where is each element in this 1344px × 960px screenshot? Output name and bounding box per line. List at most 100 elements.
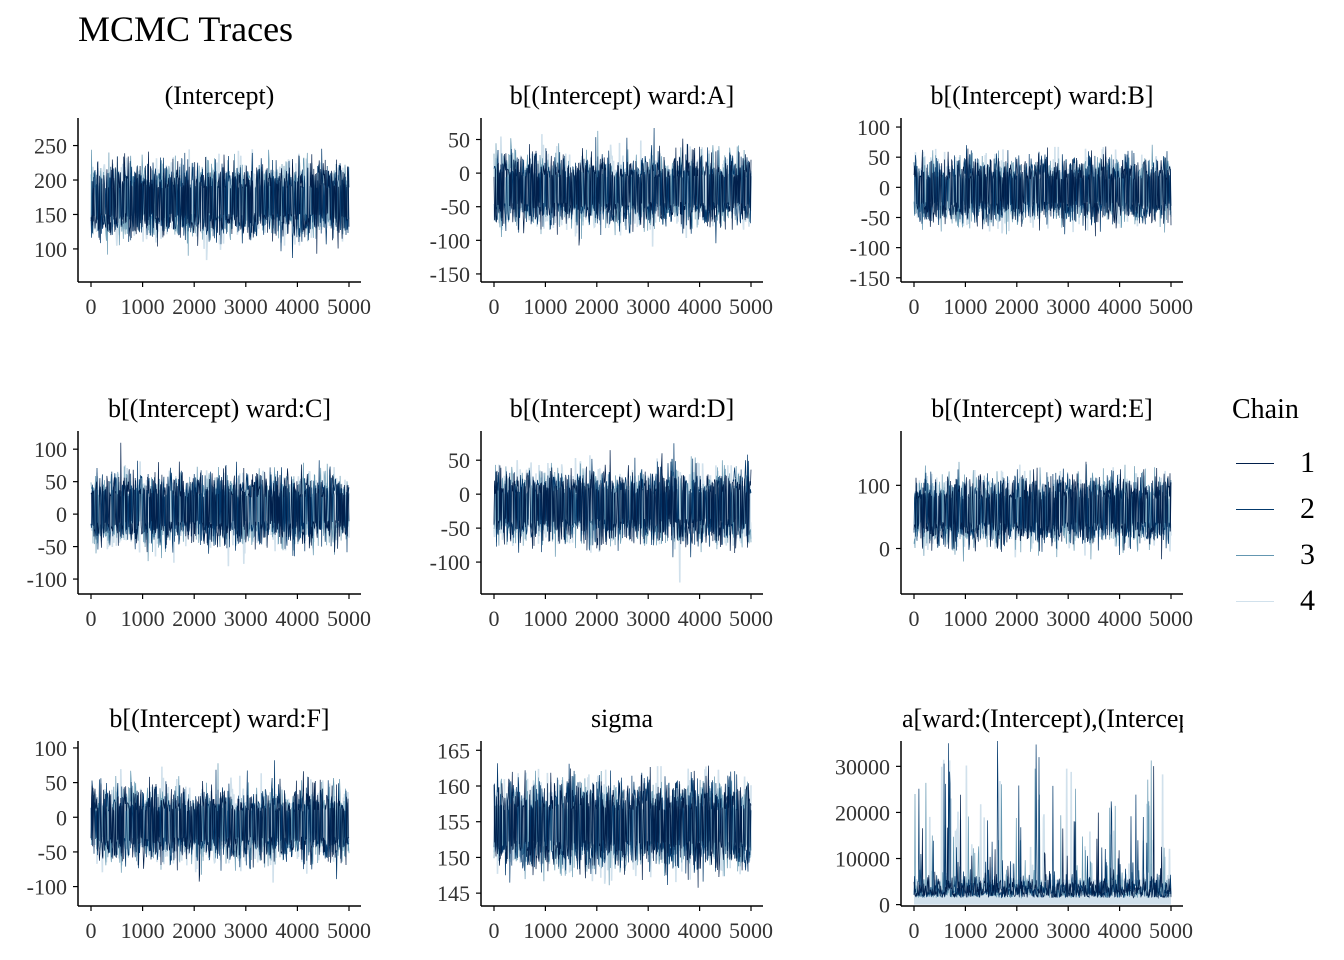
x-tick-label: 5000 [729,606,773,631]
legend-swatch-4 [1236,600,1274,602]
x-tick-label: 3000 [224,606,268,631]
legend-item-2: 2 [1228,486,1315,532]
x-tick-label: 2000 [172,918,216,943]
y-tick-label: -50 [38,535,67,560]
y-tick-label: 0 [879,175,890,200]
panel-title: a[ward:(Intercept),(Intercept)] [902,704,1216,733]
legend-label-2: 2 [1300,492,1315,525]
legend-swatch-3 [1236,554,1274,556]
trace-chain-1 [913,766,1172,900]
trace-chain-3 [913,760,1172,899]
x-tick-label: 4000 [275,606,319,631]
y-tick-label: 0 [879,537,890,562]
y-tick-label: 0 [459,161,470,186]
x-tick-label: 1000 [943,606,987,631]
traces [913,461,1172,562]
x-tick-label: 0 [489,606,500,631]
panel-9: a[ward:(Intercept),(Intercept)]010000200… [835,704,1216,943]
chart-title: MCMC Traces [78,9,294,49]
x-tick-label: 0 [909,918,920,943]
x-tick-label: 2000 [995,918,1039,943]
panel-1: (Intercept) 100 150 200 250 0 1000 2000 3000 4000… [34,81,371,319]
y-tick-label: 150 [34,202,67,227]
x-tick-label: 2000 [995,294,1039,319]
traces [90,760,350,883]
y-tick-label: -100 [430,228,470,253]
x-tick-label: 2000 [995,606,1039,631]
x-tick-label: 4000 [275,918,319,943]
y-tick-label: 0 [459,482,470,507]
legend-label-3: 3 [1300,538,1315,571]
trace-chain-1 [90,442,350,553]
x-tick-label: 0 [86,918,97,943]
panel-title: b[(Intercept) ward:D] [510,394,735,423]
trace-chain-2 [493,443,752,558]
trace-chain-1 [493,450,752,554]
x-tick-label: 4000 [1098,606,1142,631]
x-tick-label: 2000 [575,918,619,943]
y-tick-label: 100 [857,115,890,140]
y-tick-label: 50 [448,448,470,473]
y-tick-label: -50 [441,195,470,220]
y-tick-label: -100 [27,875,67,900]
x-tick-label: 5000 [327,918,371,943]
traces [913,740,1172,905]
x-tick-label: 1000 [523,918,567,943]
x-tick-label: 3000 [224,294,268,319]
trace-chain-1 [90,151,350,254]
panel-title: b[(Intercept) ward:E] [931,394,1153,423]
y-tick-label: 0 [56,805,67,830]
legend: Chain 1 2 3 4 [1228,394,1315,624]
y-tick-label: 0 [56,502,67,527]
x-tick-label: 1000 [523,294,567,319]
x-tick-label: 2000 [575,606,619,631]
x-tick-label: 0 [909,294,920,319]
x-tick-label: 3000 [626,918,670,943]
x-tick-label: 3000 [626,606,670,631]
x-tick-label: 4000 [275,294,319,319]
x-tick-label: 3000 [626,294,670,319]
y-tick-label: 20000 [835,800,890,825]
x-tick-label: 3000 [1046,294,1090,319]
legend-title: Chain [1232,394,1299,425]
y-tick-label: -50 [861,205,890,230]
x-tick-label: 0 [86,294,97,319]
y-tick-label: 100 [34,736,67,761]
y-tick-label: -150 [850,266,890,291]
traces [493,763,752,888]
y-tick-label: 165 [437,738,470,763]
x-tick-label: 5000 [729,918,773,943]
legend-label-1: 1 [1300,446,1315,479]
panel-title: b[(Intercept) ward:A] [510,81,735,110]
trace-chain-1 [913,461,1172,560]
x-tick-label: 0 [909,606,920,631]
traces [493,443,752,583]
panel-title: sigma [591,704,654,733]
legend-swatch-1 [1236,462,1274,464]
x-tick-label: 3000 [224,918,268,943]
y-tick-label: 50 [868,145,890,170]
y-tick-label: 30000 [835,754,890,779]
trace-chain-1 [913,146,1172,237]
y-tick-label: 50 [448,128,470,153]
x-tick-label: 1000 [523,606,567,631]
legend-item-1: 1 [1228,440,1315,486]
legend-item-4: 4 [1228,578,1315,624]
traces [90,442,350,567]
legend-swatch-2 [1236,508,1274,510]
y-tick-label: -100 [430,550,470,575]
x-tick-label: 0 [489,918,500,943]
traces [913,144,1172,237]
x-tick-label: 3000 [1046,606,1090,631]
y-tick-label: 145 [437,881,470,906]
y-tick-label: 155 [437,810,470,835]
x-tick-label: 2000 [172,294,216,319]
y-tick-label: 160 [437,774,470,799]
x-tick-label: 5000 [327,606,371,631]
x-tick-label: 2000 [172,606,216,631]
